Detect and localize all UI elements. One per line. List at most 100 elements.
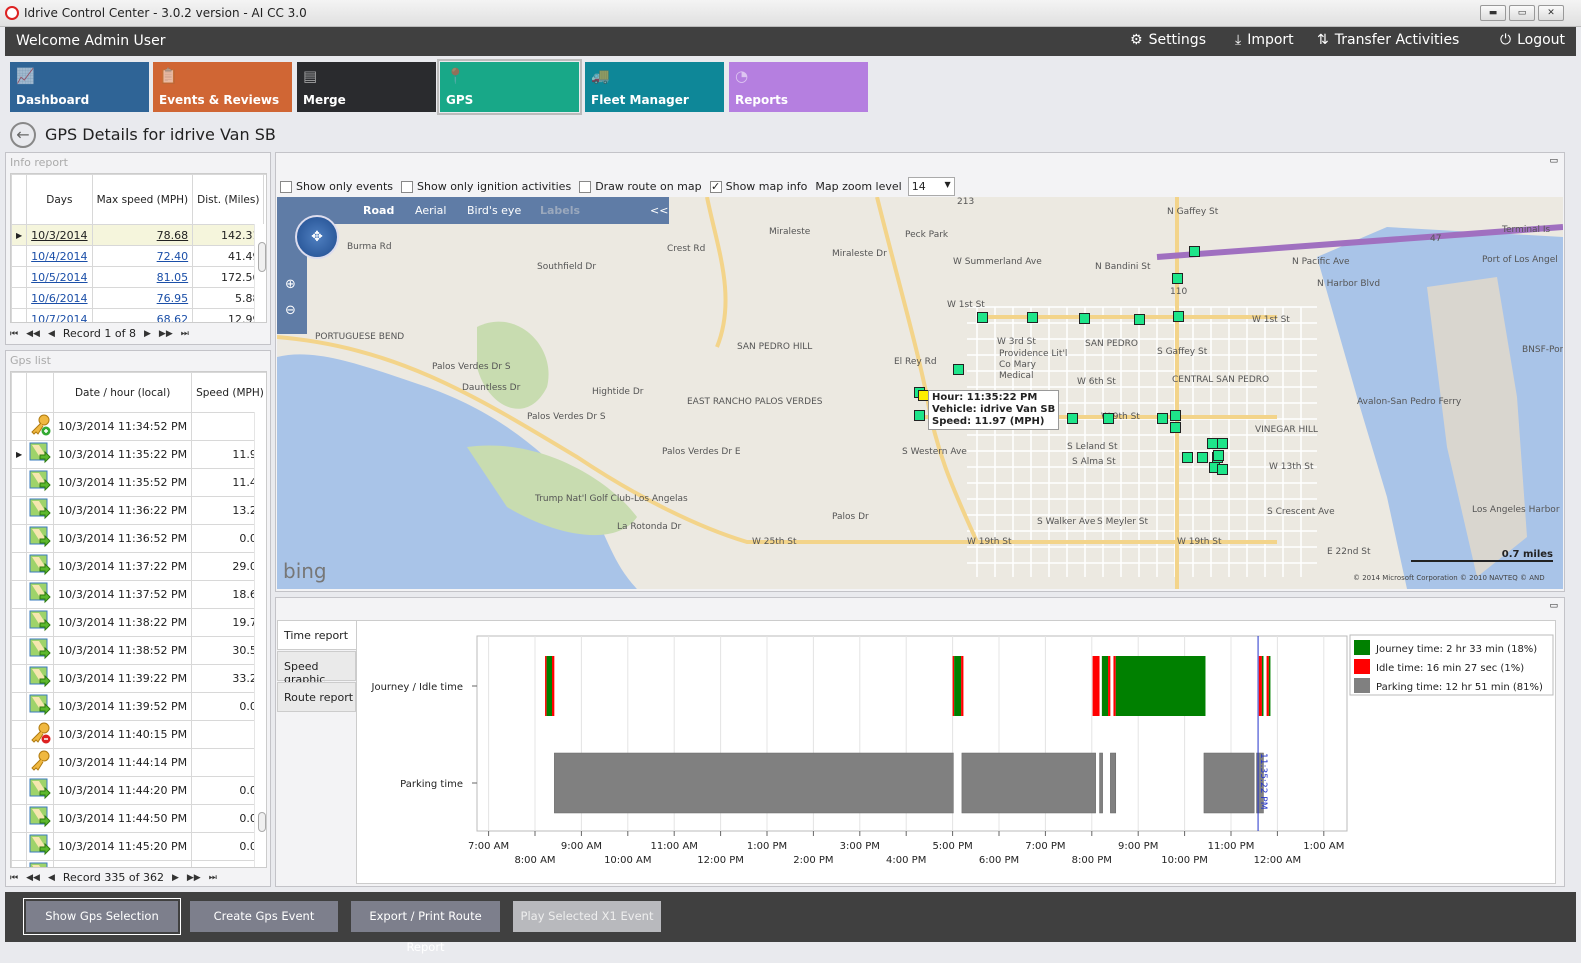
- gps-list-row[interactable]: 10/3/2014 11:36:22 PM 13.28: [11, 496, 266, 525]
- first-record-button[interactable]: ⏮: [10, 328, 19, 339]
- column-header[interactable]: Date / hour (local): [53, 372, 193, 413]
- idle-segment[interactable]: [552, 656, 555, 716]
- gps-list-row[interactable]: 10/3/2014 11:45:20 PM 0.00: [11, 832, 266, 861]
- nav-tile-dashboard[interactable]: 📈 Dashboard: [10, 62, 149, 112]
- parking-segment[interactable]: [554, 752, 954, 814]
- journey-segment[interactable]: [1268, 656, 1271, 716]
- idle-segment[interactable]: [961, 656, 964, 716]
- parking-segment[interactable]: [1099, 752, 1103, 814]
- last-record-button[interactable]: ⏭: [208, 872, 217, 883]
- parking-segment[interactable]: [1110, 752, 1117, 814]
- gps-list-row[interactable]: ▶ 10/3/2014 11:35:22 PM 11.97: [11, 440, 266, 469]
- idle-segment[interactable]: [1258, 656, 1262, 716]
- show-gps-selection-button[interactable]: Show Gps Selection: [23, 898, 181, 935]
- nav-tile-gps[interactable]: 📍 GPS: [437, 59, 582, 115]
- next-record-button[interactable]: ▶: [171, 872, 179, 883]
- checkbox-box[interactable]: [579, 180, 592, 193]
- play-selected-x1-event-button[interactable]: Play Selected X1 Event: [513, 901, 661, 932]
- prev-record-button[interactable]: ◀: [47, 328, 55, 339]
- gps-list-row[interactable]: 10/3/2014 11:44:50 PM 0.00: [11, 804, 266, 833]
- idle-segment[interactable]: [1108, 656, 1111, 716]
- next-page-button[interactable]: ▶▶: [158, 328, 173, 339]
- gps-list-row[interactable]: 10/3/2014 11:34:52 PM: [11, 412, 266, 441]
- day-link[interactable]: 10/4/2014: [31, 249, 88, 263]
- day-link[interactable]: 10/3/2014: [31, 228, 88, 242]
- create-gps-event-button[interactable]: Create Gps Event: [190, 901, 338, 932]
- checkbox-box[interactable]: [280, 180, 292, 193]
- gps-point-marker[interactable]: [1217, 464, 1228, 475]
- gps-point-marker[interactable]: [1197, 452, 1208, 463]
- journey-segment[interactable]: [546, 656, 553, 716]
- gps-list-row[interactable]: 10/3/2014 11:45:50 PM24.75: [11, 860, 266, 867]
- gps-point-marker[interactable]: [1134, 314, 1145, 325]
- column-header[interactable]: Days: [26, 174, 93, 225]
- collapse-bar-button[interactable]: <<: [650, 204, 669, 217]
- gps-point-marker[interactable]: [1170, 410, 1181, 421]
- table-row[interactable]: 10/6/2014 76.95 5.88: [11, 287, 266, 309]
- gps-point-marker[interactable]: [977, 312, 988, 323]
- max-speed-link[interactable]: 68.62: [156, 312, 189, 323]
- map-mode-road[interactable]: Road: [363, 204, 395, 217]
- gps-point-marker[interactable]: [1079, 313, 1090, 324]
- gps-point-marker[interactable]: [1157, 413, 1168, 424]
- export-print-route-report-button[interactable]: Export / Print Route Report: [351, 901, 500, 954]
- checkbox-box[interactable]: ✓: [709, 179, 722, 193]
- journey-segment[interactable]: [1261, 656, 1264, 716]
- maximize-button[interactable]: ▭: [1509, 5, 1535, 21]
- journey-segment[interactable]: [1115, 656, 1206, 716]
- prev-record-button[interactable]: ◀: [47, 872, 55, 883]
- pan-control-icon[interactable]: ✥: [295, 215, 339, 259]
- gps-list-row[interactable]: 10/3/2014 11:35:52 PM 11.47: [11, 468, 266, 497]
- map-mode-labels[interactable]: Labels: [540, 204, 581, 217]
- checkbox-show-only-ignition-activities[interactable]: Show only ignition activities: [401, 180, 571, 193]
- max-speed-link[interactable]: 72.40: [156, 249, 189, 263]
- gps-list-row[interactable]: 10/3/2014 11:39:52 PM 0.00: [11, 692, 266, 721]
- column-header[interactable]: X1 Events: [263, 174, 266, 225]
- gps-point-marker[interactable]: [1182, 452, 1193, 463]
- gps-list-row[interactable]: 10/3/2014 11:38:52 PM 30.55: [11, 636, 266, 665]
- gps-point-marker[interactable]: [1067, 413, 1078, 424]
- max-speed-link[interactable]: 81.05: [156, 270, 189, 284]
- gps-list-row[interactable]: 10/3/2014 11:39:22 PM 33.21: [11, 664, 266, 693]
- table-row[interactable]: ▶ 10/3/2014 78.68 142.31: [11, 224, 266, 246]
- parking-segment[interactable]: [961, 752, 1096, 814]
- last-record-button[interactable]: ⏭: [180, 328, 189, 339]
- panel-maximize-button[interactable]: ▭: [1549, 156, 1558, 166]
- table-row[interactable]: 10/4/2014 72.40 41.49: [11, 245, 266, 267]
- gps-scrollbar[interactable]: [254, 412, 266, 867]
- journey-segment[interactable]: [954, 656, 962, 716]
- logout-button[interactable]: ⏻ Logout: [1500, 32, 1565, 48]
- nav-tile-reports[interactable]: ◔ Reports: [729, 62, 868, 112]
- gps-point-marker[interactable]: [914, 410, 925, 421]
- parking-segment[interactable]: [1203, 752, 1255, 814]
- gps-list-row[interactable]: 10/3/2014 11:36:52 PM 0.00: [11, 524, 266, 553]
- day-link[interactable]: 10/6/2014: [31, 291, 88, 305]
- map-view[interactable]: Burma Rd Crest Rd Miraleste Miraleste Dr Pec…: [277, 197, 1563, 589]
- gps-list-row[interactable]: 10/3/2014 11:38:22 PM 19.70: [11, 608, 266, 637]
- tab-route-report[interactable]: Route report: [277, 682, 356, 712]
- close-button[interactable]: ✕: [1538, 5, 1564, 21]
- gps-list-row[interactable]: 10/3/2014 11:37:22 PM 29.05: [11, 552, 266, 581]
- checkbox-show-map-info[interactable]: ✓ Show map info: [709, 179, 807, 193]
- idle-segment[interactable]: [1113, 656, 1116, 716]
- prev-page-button[interactable]: ◀◀: [26, 328, 40, 339]
- first-record-button[interactable]: ⏮: [10, 872, 19, 883]
- settings-button[interactable]: ⚙ Settings: [1130, 32, 1206, 48]
- gps-list-row[interactable]: 10/3/2014 11:40:15 PM: [11, 720, 266, 749]
- gps-point-marker[interactable]: [1213, 450, 1224, 461]
- gps-point-marker[interactable]: [1173, 311, 1184, 322]
- max-speed-link[interactable]: 76.95: [156, 291, 189, 305]
- idle-segment[interactable]: [1266, 656, 1269, 716]
- gps-point-marker[interactable]: [1170, 422, 1181, 433]
- nav-tile-events-reviews[interactable]: 📋 Events & Reviews: [153, 62, 292, 112]
- column-header[interactable]: Max speed (MPH): [91, 174, 194, 225]
- gps-list-row[interactable]: 10/3/2014 11:44:20 PM 0.00: [11, 776, 266, 805]
- idle-segment[interactable]: [545, 656, 547, 716]
- minimize-button[interactable]: ▬: [1480, 5, 1506, 21]
- checkbox-box[interactable]: [401, 180, 414, 193]
- next-page-button[interactable]: ▶▶: [186, 872, 201, 883]
- table-row[interactable]: 10/7/2014 68.62 12.99: [11, 308, 266, 323]
- gps-point-marker[interactable]: [1027, 312, 1038, 323]
- gps-point-marker[interactable]: [1217, 438, 1228, 449]
- zoom-out-icon[interactable]: ⊖: [285, 303, 296, 318]
